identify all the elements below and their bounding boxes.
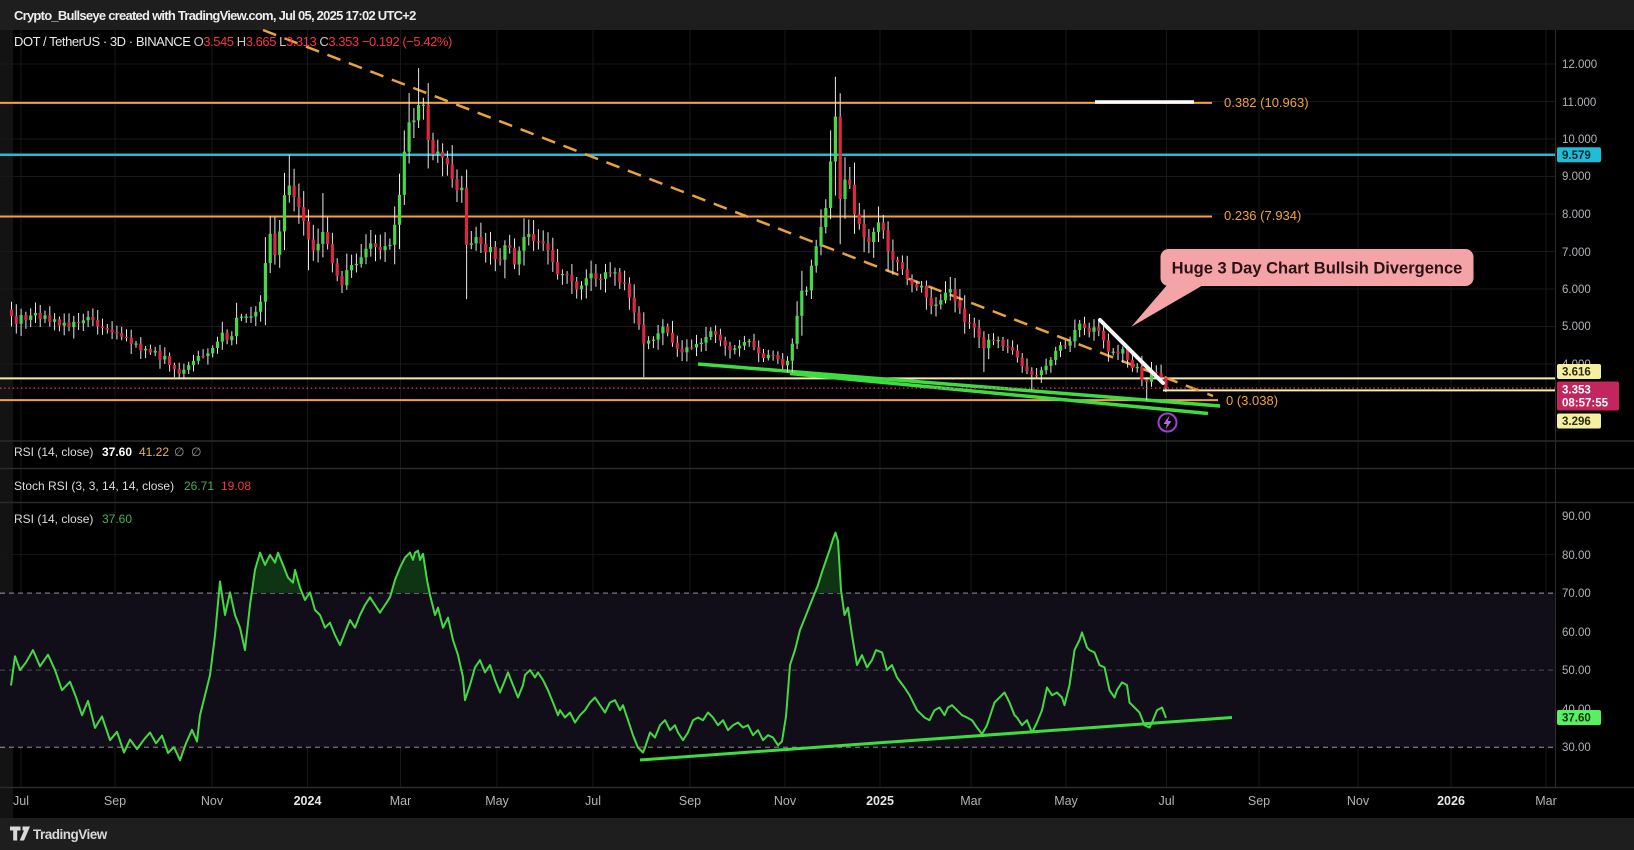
svg-text:5.000: 5.000 xyxy=(1562,321,1591,333)
svg-text:Sep: Sep xyxy=(104,794,126,808)
svg-text:Mar: Mar xyxy=(1535,794,1557,808)
svg-text:Huge 3 Day Chart Bullsih Diver: Huge 3 Day Chart Bullsih Divergence xyxy=(1172,260,1463,278)
svg-text:TradingView: TradingView xyxy=(33,827,108,842)
svg-text:Nov: Nov xyxy=(201,794,224,808)
svg-text:60.00: 60.00 xyxy=(1562,627,1591,639)
svg-text:9.579: 9.579 xyxy=(1562,150,1591,162)
svg-text:Mar: Mar xyxy=(390,794,412,808)
svg-text:Jul: Jul xyxy=(13,794,29,808)
svg-text:08:57:55: 08:57:55 xyxy=(1562,398,1609,410)
svg-text:7.000: 7.000 xyxy=(1562,247,1591,259)
svg-text:80.00: 80.00 xyxy=(1562,550,1591,562)
svg-text:2024: 2024 xyxy=(294,794,322,808)
svg-text:30.00: 30.00 xyxy=(1562,742,1591,754)
svg-text:0.236 (7.934): 0.236 (7.934) xyxy=(1224,208,1301,223)
svg-text:3.616: 3.616 xyxy=(1562,367,1591,379)
svg-text:Jul: Jul xyxy=(585,794,601,808)
svg-text:Sep: Sep xyxy=(1248,794,1270,808)
svg-text:2026: 2026 xyxy=(1437,794,1465,808)
svg-text:70.00: 70.00 xyxy=(1562,588,1591,600)
svg-text:Stoch RSI (3, 3, 14, 14, close: Stoch RSI (3, 3, 14, 14, close) 26.71 19.0… xyxy=(14,479,251,493)
svg-text:DOT / TetherUS · 3D · BINANCE: DOT / TetherUS · 3D · BINANCE O3.545 H3.… xyxy=(14,34,452,49)
svg-text:3.296: 3.296 xyxy=(1562,416,1591,428)
svg-text:Jul: Jul xyxy=(1159,794,1175,808)
svg-text:Crypto_Bullseye created with T: Crypto_Bullseye created with TradingView… xyxy=(14,8,416,23)
svg-text:0.382 (10.963): 0.382 (10.963) xyxy=(1224,95,1309,110)
svg-text:RSI (14, close)37.60: RSI (14, close) 37.60 xyxy=(14,512,132,526)
svg-text:3.353: 3.353 xyxy=(1562,385,1591,397)
svg-text:8.000: 8.000 xyxy=(1562,209,1591,221)
svg-text:11.000: 11.000 xyxy=(1562,97,1596,109)
svg-text:Sep: Sep xyxy=(679,794,701,808)
svg-text:Nov: Nov xyxy=(774,794,797,808)
svg-text:May: May xyxy=(485,794,509,808)
svg-text:50.00: 50.00 xyxy=(1562,665,1591,677)
svg-text:0 (3.038): 0 (3.038) xyxy=(1226,393,1278,408)
svg-text:6.000: 6.000 xyxy=(1562,284,1591,296)
svg-text:Nov: Nov xyxy=(1347,794,1370,808)
svg-text:Mar: Mar xyxy=(960,794,982,808)
svg-text:May: May xyxy=(1054,794,1078,808)
svg-text:12.000: 12.000 xyxy=(1562,59,1597,71)
svg-text:90.00: 90.00 xyxy=(1562,511,1591,523)
svg-text:2025: 2025 xyxy=(866,794,894,808)
svg-text:37.60: 37.60 xyxy=(1562,713,1591,725)
svg-text:9.000: 9.000 xyxy=(1562,171,1591,183)
svg-text:10.000: 10.000 xyxy=(1562,134,1597,146)
